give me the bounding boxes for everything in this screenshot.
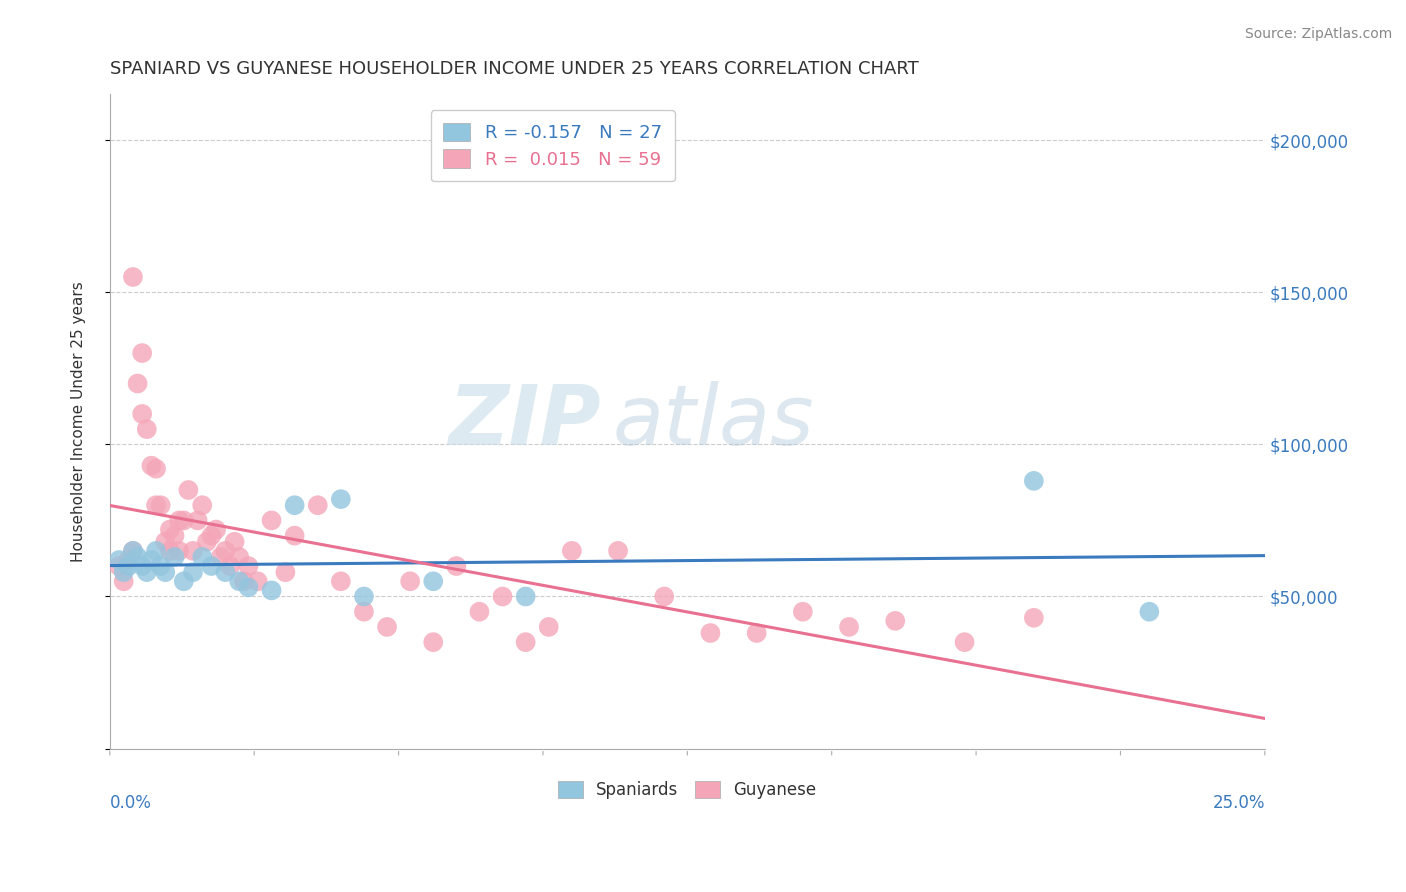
Point	[307, 498, 329, 512]
Point	[422, 635, 444, 649]
Point	[122, 544, 145, 558]
Point	[173, 513, 195, 527]
Point	[135, 422, 157, 436]
Point	[177, 483, 200, 497]
Point	[112, 574, 135, 589]
Point	[131, 559, 153, 574]
Point	[699, 626, 721, 640]
Point	[224, 534, 246, 549]
Point	[329, 574, 352, 589]
Point	[145, 498, 167, 512]
Point	[219, 559, 242, 574]
Point	[491, 590, 513, 604]
Text: 0.0%: 0.0%	[110, 794, 152, 813]
Point	[149, 559, 172, 574]
Point	[228, 549, 250, 564]
Point	[135, 565, 157, 579]
Point	[953, 635, 976, 649]
Text: SPANIARD VS GUYANESE HOUSEHOLDER INCOME UNDER 25 YEARS CORRELATION CHART: SPANIARD VS GUYANESE HOUSEHOLDER INCOME …	[110, 60, 918, 78]
Point	[200, 528, 222, 542]
Point	[353, 605, 375, 619]
Point	[159, 544, 181, 558]
Point	[209, 549, 232, 564]
Point	[607, 544, 630, 558]
Point	[246, 574, 269, 589]
Text: Source: ZipAtlas.com: Source: ZipAtlas.com	[1244, 27, 1392, 41]
Point	[181, 565, 204, 579]
Point	[163, 549, 186, 564]
Point	[537, 620, 560, 634]
Point	[329, 492, 352, 507]
Point	[792, 605, 814, 619]
Point	[149, 498, 172, 512]
Point	[238, 580, 260, 594]
Text: atlas: atlas	[612, 381, 814, 462]
Point	[122, 270, 145, 285]
Point	[122, 544, 145, 558]
Point	[163, 528, 186, 542]
Point	[228, 574, 250, 589]
Point	[181, 544, 204, 558]
Point	[214, 544, 236, 558]
Point	[127, 376, 149, 391]
Point	[195, 534, 218, 549]
Text: ZIP: ZIP	[449, 381, 600, 462]
Y-axis label: Householder Income Under 25 years: Householder Income Under 25 years	[72, 281, 86, 562]
Point	[468, 605, 491, 619]
Point	[284, 528, 307, 542]
Point	[652, 590, 675, 604]
Point	[159, 523, 181, 537]
Point	[446, 559, 468, 574]
Legend: Spaniards, Guyanese: Spaniards, Guyanese	[551, 774, 824, 805]
Point	[117, 559, 139, 574]
Point	[422, 574, 444, 589]
Point	[187, 513, 209, 527]
Point	[145, 544, 167, 558]
Point	[232, 574, 254, 589]
Point	[167, 544, 190, 558]
Point	[141, 458, 163, 473]
Point	[112, 565, 135, 579]
Point	[399, 574, 422, 589]
Point	[173, 574, 195, 589]
Point	[155, 565, 177, 579]
Point	[515, 590, 537, 604]
Point	[127, 549, 149, 564]
Point	[284, 498, 307, 512]
Point	[515, 635, 537, 649]
Point	[108, 553, 131, 567]
Point	[260, 513, 283, 527]
Point	[205, 523, 228, 537]
Point	[375, 620, 398, 634]
Point	[155, 534, 177, 549]
Point	[145, 461, 167, 475]
Point	[260, 583, 283, 598]
Point	[561, 544, 583, 558]
Point	[353, 590, 375, 604]
Point	[131, 346, 153, 360]
Point	[214, 565, 236, 579]
Point	[131, 407, 153, 421]
Text: 25.0%: 25.0%	[1212, 794, 1265, 813]
Point	[191, 498, 214, 512]
Point	[200, 559, 222, 574]
Point	[1022, 474, 1045, 488]
Point	[838, 620, 860, 634]
Point	[884, 614, 907, 628]
Point	[1137, 605, 1160, 619]
Point	[745, 626, 768, 640]
Point	[274, 565, 297, 579]
Point	[167, 513, 190, 527]
Point	[238, 559, 260, 574]
Point	[141, 553, 163, 567]
Point	[117, 553, 139, 567]
Point	[108, 559, 131, 574]
Point	[191, 549, 214, 564]
Point	[1022, 611, 1045, 625]
